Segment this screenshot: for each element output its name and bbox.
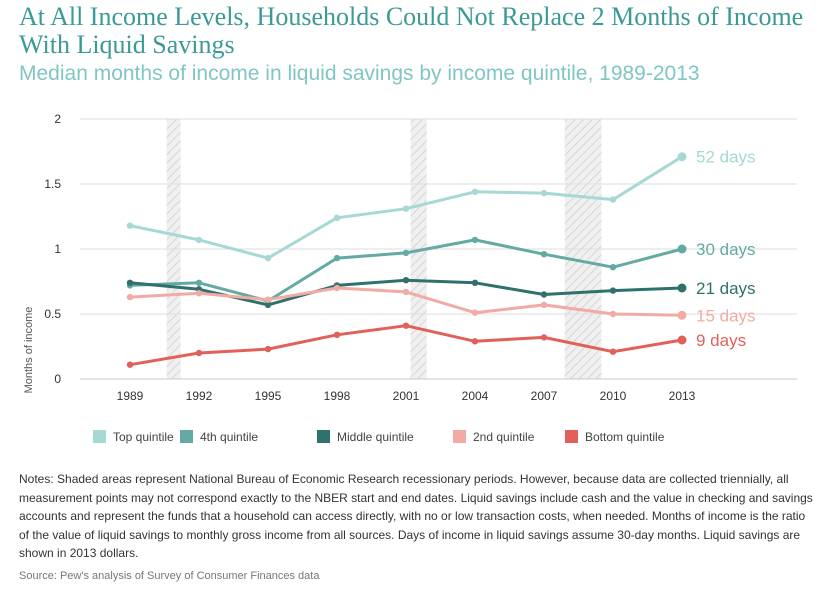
data-point xyxy=(540,291,548,298)
series-2nd-quintile: 15 days xyxy=(126,284,756,325)
data-point xyxy=(264,301,272,309)
data-point xyxy=(402,277,410,284)
legend-swatch xyxy=(453,430,466,443)
chart-source: Source: Pew's analysis of Survey of Cons… xyxy=(19,570,320,582)
data-point xyxy=(333,331,341,338)
legend-label: Bottom quintile xyxy=(585,430,665,444)
x-tick-label: 2010 xyxy=(600,389,627,403)
data-point xyxy=(333,284,341,292)
data-point xyxy=(540,189,548,197)
data-point xyxy=(402,288,410,296)
data-point xyxy=(609,196,617,203)
data-point xyxy=(333,254,341,262)
end-label: 9 days xyxy=(696,331,746,350)
y-axis-label: Months of income xyxy=(23,307,35,394)
end-marker xyxy=(677,283,687,293)
x-tick-label: 1998 xyxy=(324,389,351,403)
data-point xyxy=(264,345,272,353)
data-point xyxy=(471,188,479,195)
end-marker xyxy=(677,152,687,162)
legend-item: 2nd quintile xyxy=(453,430,535,444)
data-point xyxy=(609,287,617,294)
series-4th-quintile: 30 days xyxy=(126,236,756,305)
legend-label: Middle quintile xyxy=(337,430,414,444)
x-tick-label: 1992 xyxy=(186,389,213,403)
y-tick-label: 0.5 xyxy=(44,307,61,321)
legend-swatch xyxy=(317,430,330,443)
data-point xyxy=(195,236,203,244)
legend-label: 2nd quintile xyxy=(473,430,535,444)
series-top-quintile: 52 days xyxy=(126,148,756,262)
data-point xyxy=(126,361,134,368)
end-label: 21 days xyxy=(696,279,756,298)
end-marker xyxy=(677,335,687,345)
data-point xyxy=(264,254,272,262)
data-point xyxy=(540,301,548,309)
data-point xyxy=(402,322,410,329)
chart-subtitle: Median months of income in liquid saving… xyxy=(19,62,700,85)
data-point xyxy=(333,214,341,221)
y-tick-label: 2 xyxy=(54,112,61,126)
data-point xyxy=(195,290,203,297)
data-point xyxy=(609,264,617,271)
data-point xyxy=(471,338,479,345)
legend-label: 4th quintile xyxy=(200,430,258,444)
x-tick-label: 2007 xyxy=(531,389,558,403)
y-tick-label: 1.5 xyxy=(44,177,61,191)
chart-title: At All Income Levels, Households Could N… xyxy=(19,2,804,59)
y-tick-label: 0 xyxy=(54,372,61,386)
x-tick-label: 1989 xyxy=(117,389,144,403)
legend-item: Middle quintile xyxy=(317,430,414,444)
data-point xyxy=(126,279,134,286)
data-point xyxy=(126,293,134,301)
end-label: 30 days xyxy=(696,240,756,259)
data-point xyxy=(471,236,479,244)
data-point xyxy=(264,296,272,303)
legend-item: Top quintile xyxy=(93,430,174,444)
end-label: 15 days xyxy=(696,306,756,325)
end-label: 52 days xyxy=(696,148,756,167)
legend-swatch xyxy=(93,430,106,443)
y-tick-label: 1 xyxy=(54,242,61,256)
data-point xyxy=(609,348,617,355)
end-marker xyxy=(677,310,687,320)
data-point xyxy=(471,279,479,286)
data-point xyxy=(540,251,548,258)
data-point xyxy=(402,205,410,212)
data-point xyxy=(402,249,410,257)
legend-swatch xyxy=(180,430,193,443)
series-bottom-quintile: 9 days xyxy=(126,322,746,368)
x-tick-label: 2013 xyxy=(669,389,696,403)
legend-item: Bottom quintile xyxy=(565,430,665,444)
x-tick-label: 1995 xyxy=(255,389,282,403)
data-point xyxy=(471,309,479,316)
data-point xyxy=(195,349,203,357)
data-point xyxy=(195,279,203,286)
legend-label: Top quintile xyxy=(113,430,174,444)
legend-item: 4th quintile xyxy=(180,430,258,444)
chart-notes: Notes: Shaded areas represent National B… xyxy=(19,472,813,560)
line-chart: 0 0.5 1 1.5 2 1989 1992 1995 1998 2001 2004 2007 20… xyxy=(23,112,797,444)
data-point xyxy=(126,222,134,229)
data-point xyxy=(609,310,617,318)
end-marker xyxy=(677,244,687,254)
data-point xyxy=(540,334,548,341)
x-tick-label: 2004 xyxy=(462,389,489,403)
x-tick-label: 2001 xyxy=(393,389,420,403)
legend-swatch xyxy=(565,430,578,443)
